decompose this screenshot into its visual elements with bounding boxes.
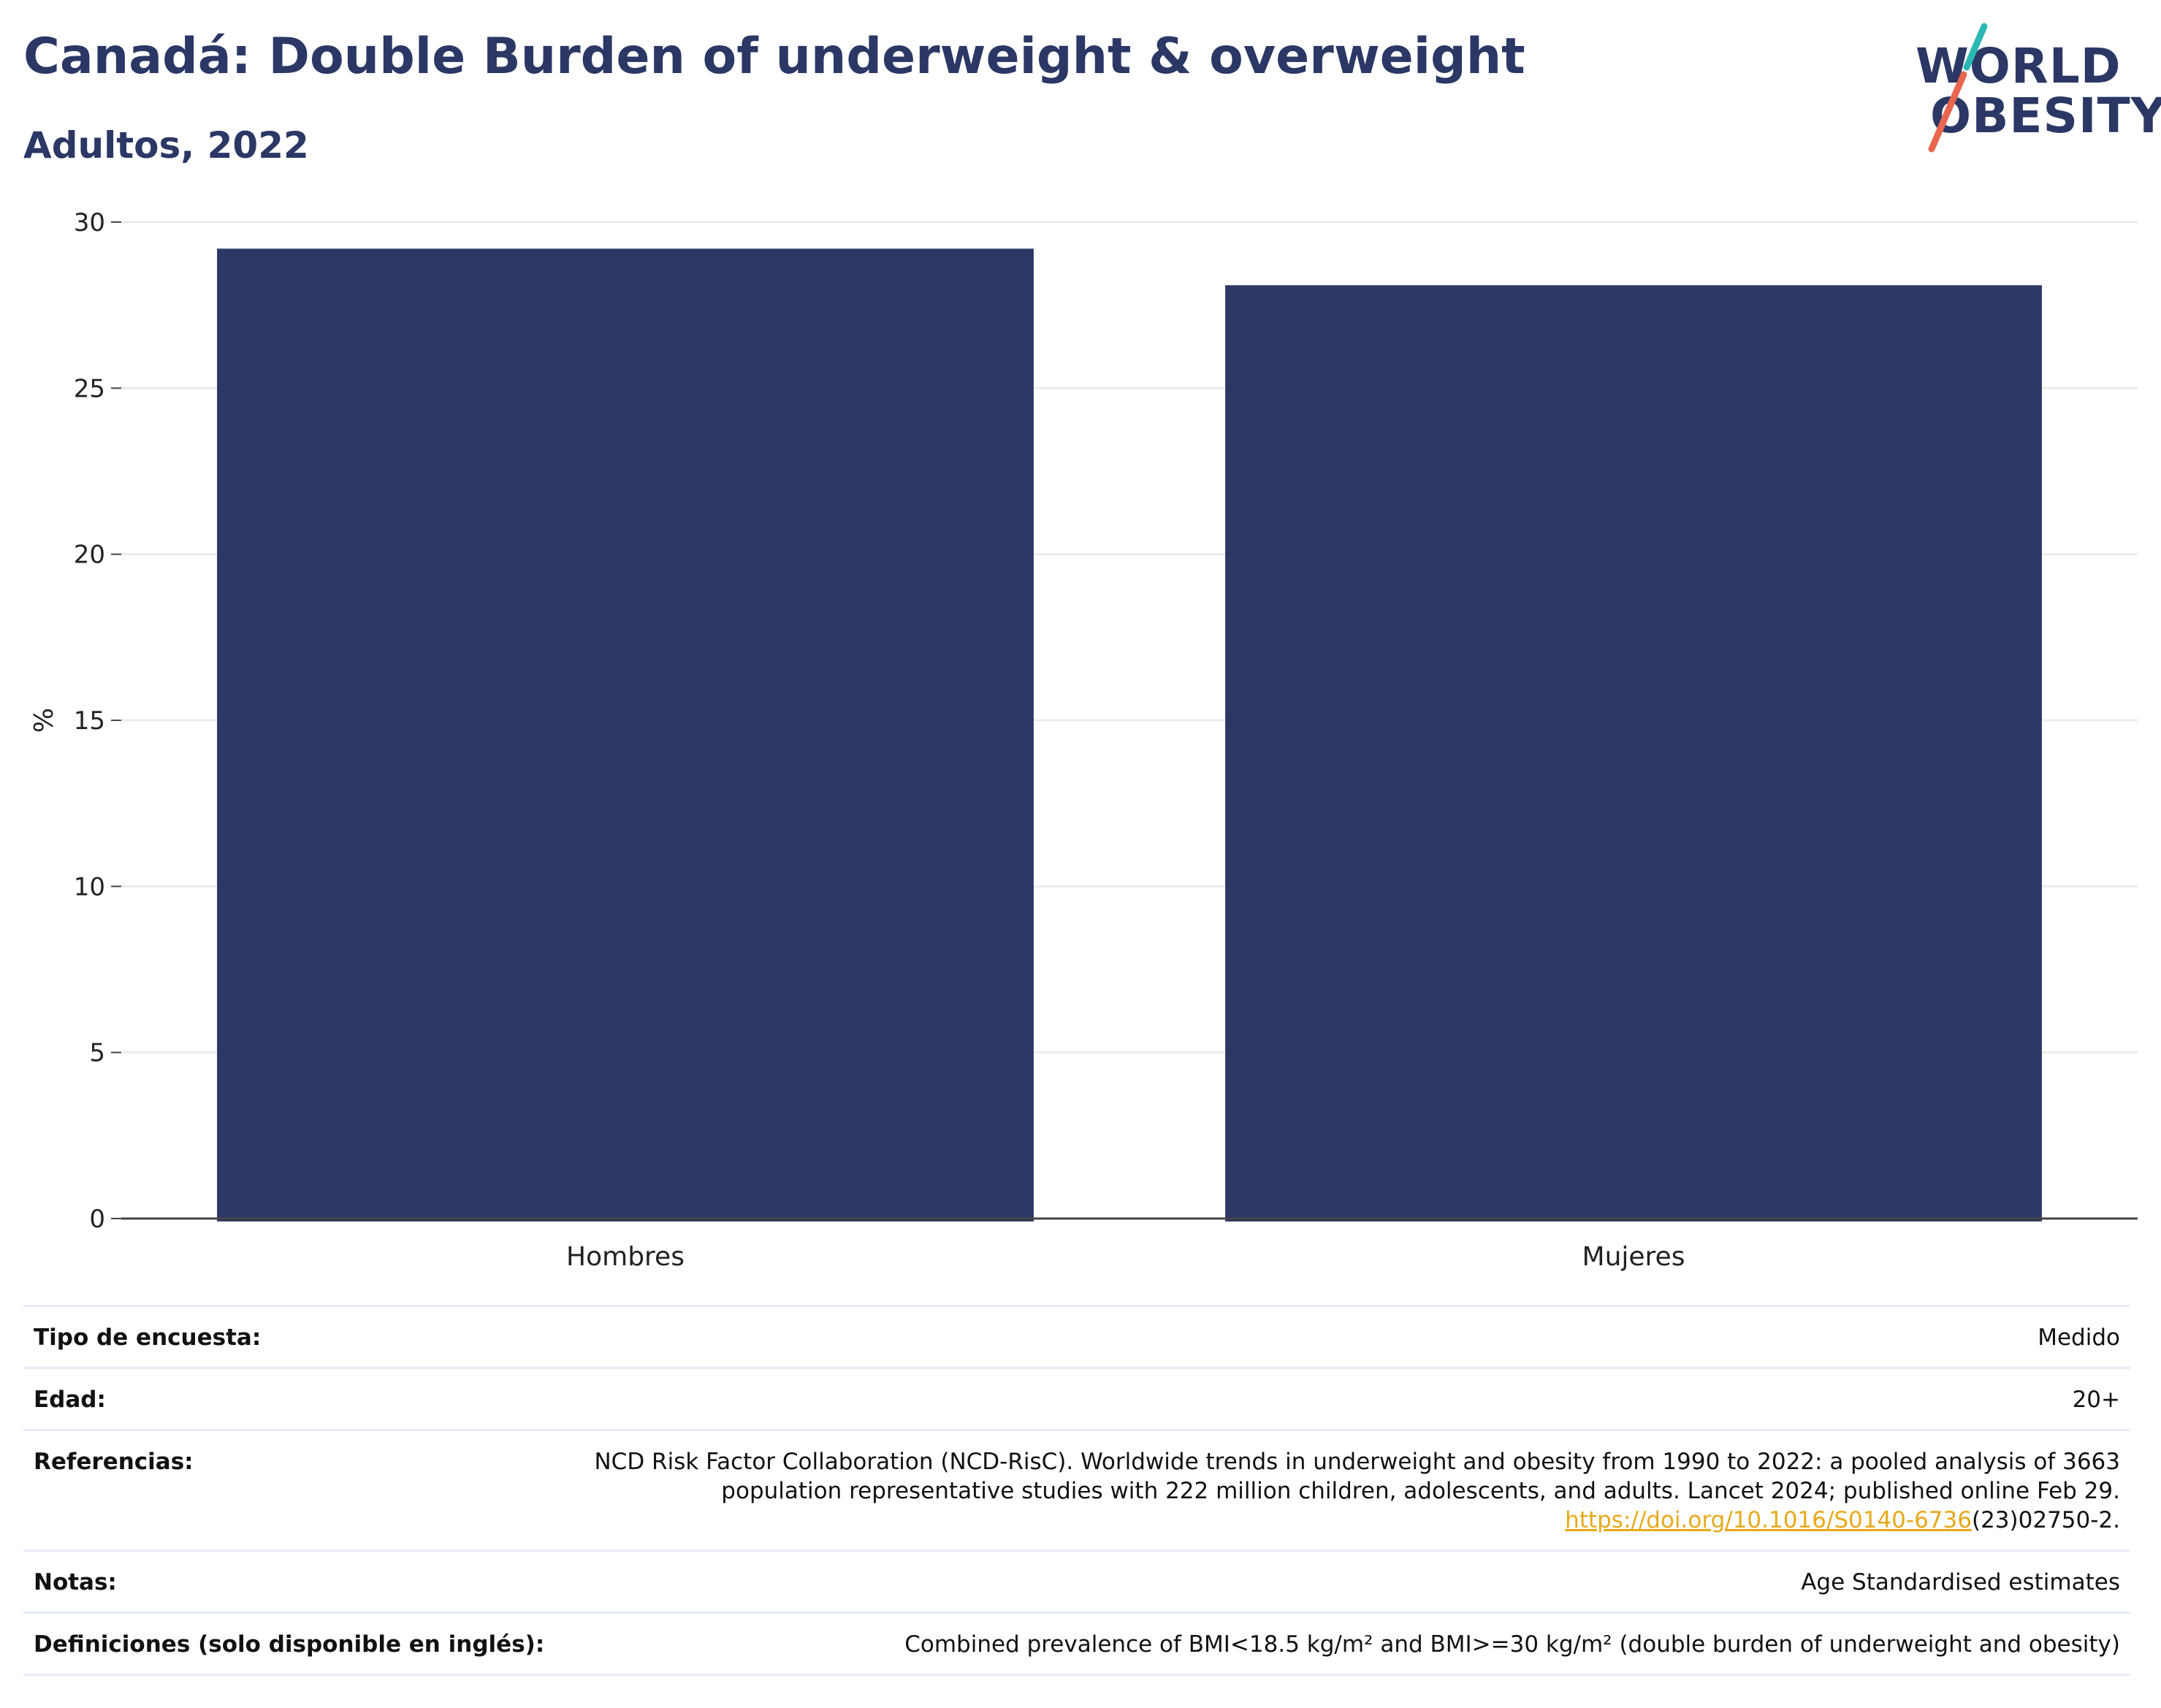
y-axis-label: %	[29, 708, 59, 733]
info-row-definitions: Definiciones (solo disponible en inglés)…	[23, 1612, 2130, 1676]
y-tick-label: 25	[74, 374, 105, 403]
world-obesity-logo: WORLD OBESITY	[1899, 20, 2161, 159]
x-category-label: Mujeres	[1582, 1242, 1685, 1272]
y-tick-label: 20	[74, 541, 105, 570]
bar-hombres[interactable]	[217, 248, 1034, 1222]
age-value: 20+	[2072, 1387, 2120, 1413]
survey-label: Tipo de encuesta:	[34, 1324, 262, 1351]
age-label: Edad:	[34, 1387, 106, 1413]
notes-value: Age Standardised estimates	[1801, 1569, 2120, 1595]
notes-label: Notas:	[34, 1569, 117, 1595]
logo-line2: OBESITY	[1930, 88, 2161, 144]
info-row-references: Referencias: NCD Risk Factor Collaborati…	[23, 1429, 2130, 1549]
info-row-survey: Tipo de encuesta: Medido	[23, 1305, 2130, 1367]
x-category-label: Hombres	[566, 1242, 685, 1272]
references-text: NCD Risk Factor Collaboration (NCD-RisC)…	[594, 1449, 2120, 1504]
y-tick-label: 10	[74, 872, 105, 901]
bars	[217, 248, 2042, 1222]
y-tick-labels: 0 5 10 15 20 25 30	[74, 208, 105, 1234]
references-doi-link[interactable]: https://doi.org/10.1016/S0140-6736	[1565, 1507, 1972, 1533]
references-value: NCD Risk Factor Collaboration (NCD-RisC)…	[549, 1447, 2120, 1535]
y-tick-label: 30	[74, 208, 105, 237]
survey-value: Medido	[2038, 1324, 2120, 1351]
x-category-labels: Hombres Mujeres	[566, 1242, 1685, 1272]
bar-mujeres[interactable]	[1225, 285, 2042, 1221]
info-row-age: Edad: 20+	[23, 1367, 2130, 1429]
y-tick-label: 5	[89, 1039, 105, 1068]
references-label: Referencias:	[34, 1449, 194, 1475]
definitions-value: Combined prevalence of BMI<18.5 kg/m² an…	[904, 1631, 2120, 1658]
info-table: Tipo de encuesta: Medido Edad: 20+ Refer…	[23, 1305, 2130, 1676]
references-doi-suffix: (23)02750-2.	[1971, 1507, 2120, 1533]
logo-slash-icon	[1928, 23, 1988, 153]
logo-line1: WORLD	[1916, 38, 2122, 94]
bar-chart: 0 5 10 15 20 25 30 Hombres Mujeres %	[29, 208, 2138, 1272]
info-row-notes: Notas: Age Standardised estimates	[23, 1549, 2130, 1612]
chart-title: Canadá: Double Burden of underweight & o…	[23, 28, 1525, 85]
chart-subtitle: Adultos, 2022	[23, 124, 309, 167]
y-tick-label: 15	[74, 706, 105, 736]
y-tick-label: 0	[89, 1205, 105, 1234]
definitions-label: Definiciones (solo disponible en inglés)…	[34, 1631, 545, 1658]
